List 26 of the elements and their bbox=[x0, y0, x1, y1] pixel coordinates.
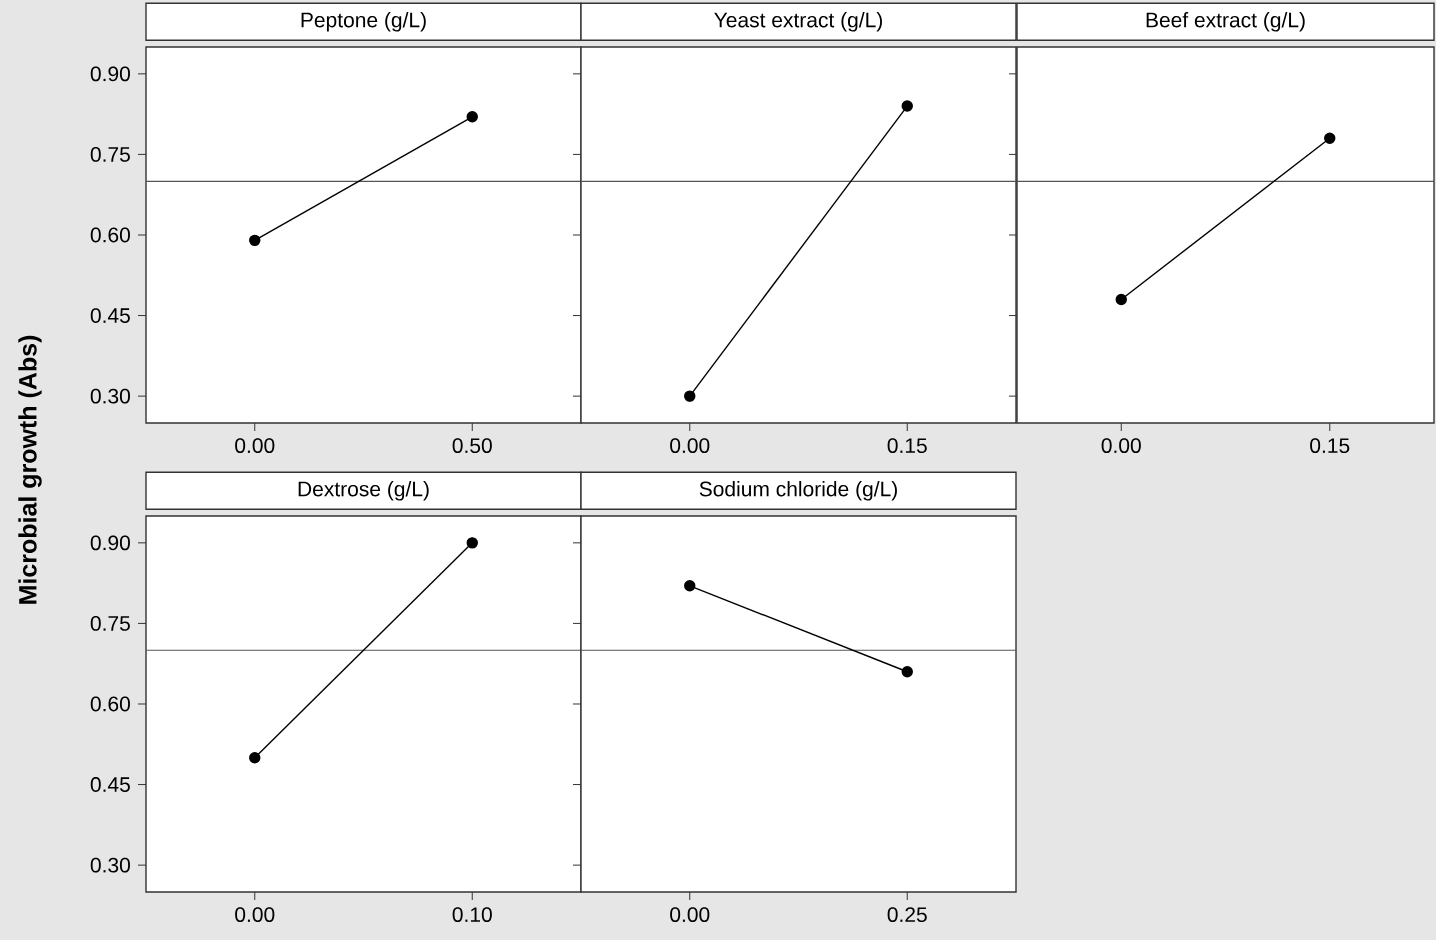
x-tick-label: 0.00 bbox=[670, 907, 710, 923]
chart-title: Sodium chloride (g/L) bbox=[699, 481, 897, 501]
x-tick-label: 0.00 bbox=[1101, 438, 1141, 454]
x-tick-label: 0.00 bbox=[670, 438, 710, 454]
y-tick-label: 0.45 bbox=[90, 308, 130, 323]
chart-title: Beef extract (g/L) bbox=[1146, 12, 1305, 32]
x-tick-label: 0.15 bbox=[887, 438, 927, 454]
y-tick-label: 0.45 bbox=[90, 777, 130, 792]
y-tick-label: 0.30 bbox=[90, 857, 130, 873]
y-axis-title: Microbial growth (Abs) bbox=[18, 335, 42, 604]
x-tick-label: 0.25 bbox=[887, 907, 927, 923]
y-tick-label: 0.75 bbox=[90, 615, 130, 631]
x-tick-label: 0.10 bbox=[452, 907, 492, 923]
x-tick-label: 0.50 bbox=[452, 438, 492, 454]
y-tick-label: 0.75 bbox=[90, 146, 130, 162]
y-tick-label: 0.90 bbox=[90, 66, 130, 82]
y-tick-label: 0.60 bbox=[90, 227, 130, 243]
chart-title: Yeast extract (g/L) bbox=[714, 12, 882, 32]
x-tick-label: 0.00 bbox=[235, 907, 275, 923]
chart-title: Peptone (g/L) bbox=[301, 12, 426, 32]
x-tick-label: 0.00 bbox=[235, 438, 275, 454]
y-tick-label: 0.90 bbox=[90, 535, 130, 551]
chart-title: Dextrose (g/L) bbox=[298, 481, 429, 501]
y-tick-label: 0.30 bbox=[90, 388, 130, 404]
y-tick-label: 0.60 bbox=[90, 696, 130, 712]
x-tick-label: 0.15 bbox=[1310, 438, 1350, 454]
